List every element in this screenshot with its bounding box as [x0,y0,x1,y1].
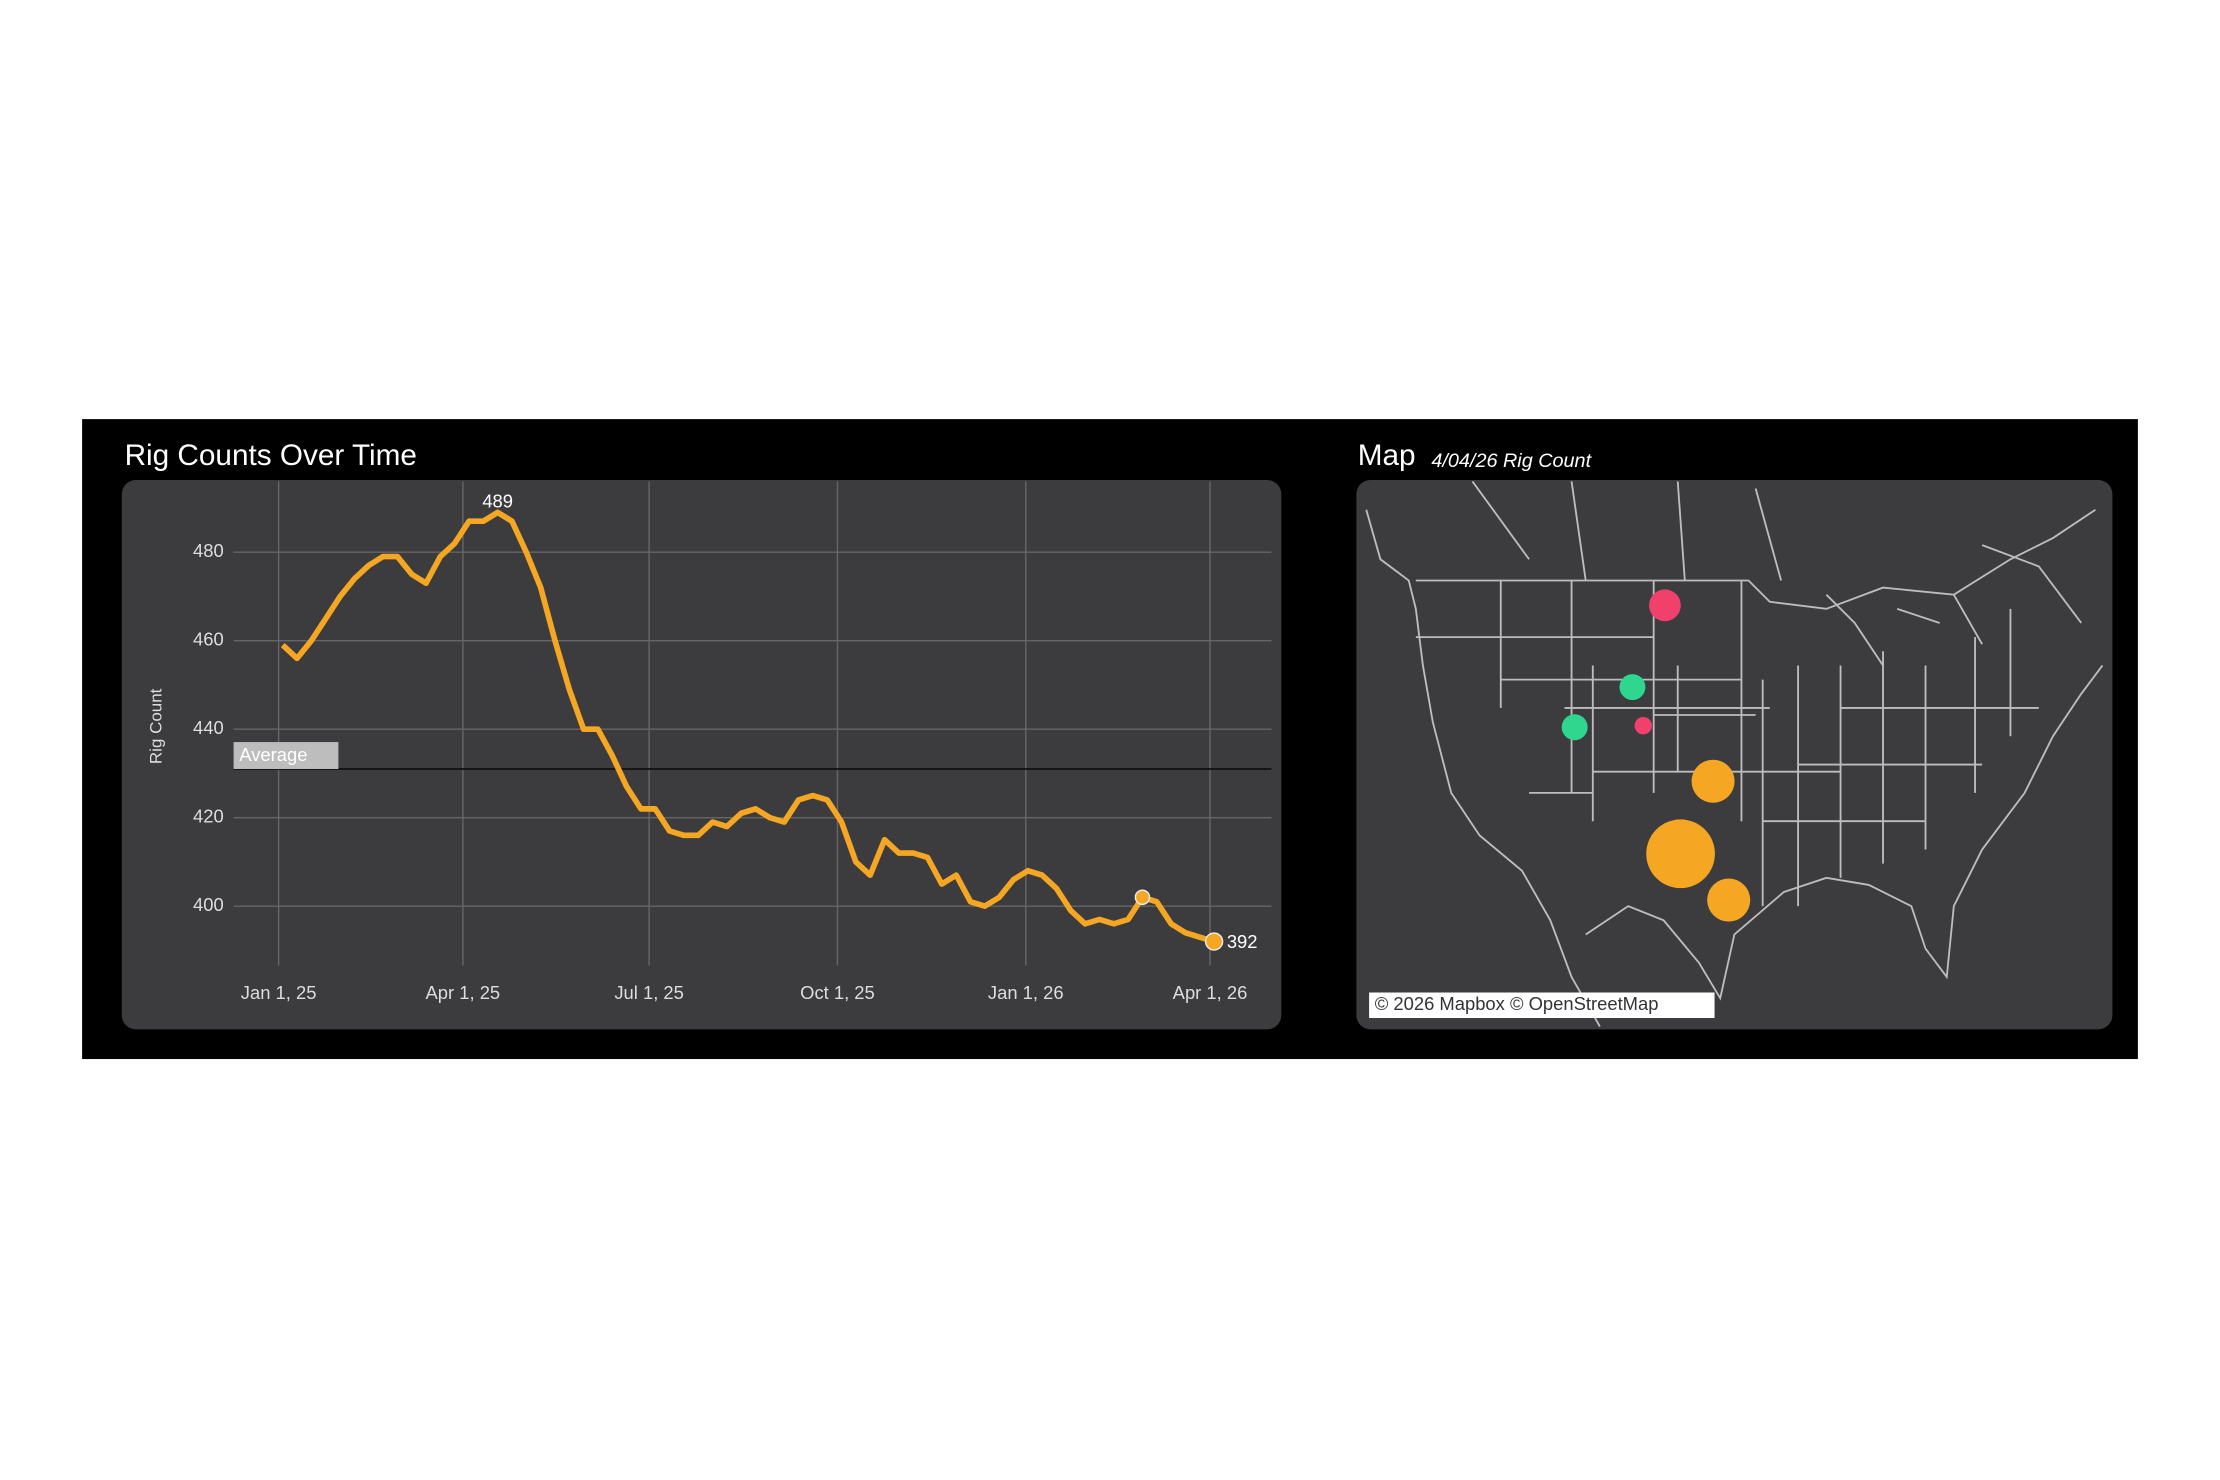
x-tick-label: Jul 1, 25 [614,982,684,1003]
map-lines [1471,480,2082,666]
x-tick-label: Apr 1, 26 [1173,982,1248,1003]
line-chart: 400 420 440 460 480 Jan 1, 25 Apr 1, 25 Jul 1, … [193,481,1272,1003]
map-bubble [1561,714,1588,741]
map-bubble [1646,819,1715,889]
end-label: 392 [1227,931,1258,952]
y-axis-label: Rig Count [147,688,166,764]
attribution-box [1369,992,1715,1018]
map-attribution: © 2026 Mapbox © OpenStreetMap [1375,993,1659,1014]
chart-title: Rig Counts Over Time [125,439,417,472]
map-bubble [1707,878,1751,922]
peak-label: 489 [482,490,513,511]
map-bubble [1649,589,1681,622]
average-label-box [233,742,339,769]
chart-panel [121,479,1282,1030]
map-bubble [1691,759,1735,803]
x-tick-label: Jan 1, 26 [988,982,1064,1003]
coastline [1365,509,1601,1027]
map-points [1561,589,1751,922]
map-panel [1356,479,2113,1030]
x-tick-label: Oct 1, 25 [800,982,875,1003]
y-tick-label: 400 [193,894,224,915]
highlight-point [1134,889,1151,906]
x-tick-label: Jan 1, 25 [241,982,317,1003]
map-bubble [1634,716,1652,735]
coastline [1585,664,2104,1001]
map-borders [1365,480,2104,1027]
y-tick-label: 420 [193,806,224,827]
end-point [1204,932,1224,951]
border [1415,508,2096,610]
state-borders [1415,580,2039,907]
map-bubble [1619,674,1646,701]
average-label: Average [239,744,307,765]
line [280,509,1215,945]
y-tick-label: 480 [193,540,224,561]
map-subtitle: 4/04/26 Rig Count [1431,450,1592,472]
x-tick-label: Apr 1, 25 [426,982,501,1003]
y-tick-label: 440 [193,717,224,738]
y-tick-label: 460 [193,629,224,650]
map-title: Map [1358,439,1416,472]
